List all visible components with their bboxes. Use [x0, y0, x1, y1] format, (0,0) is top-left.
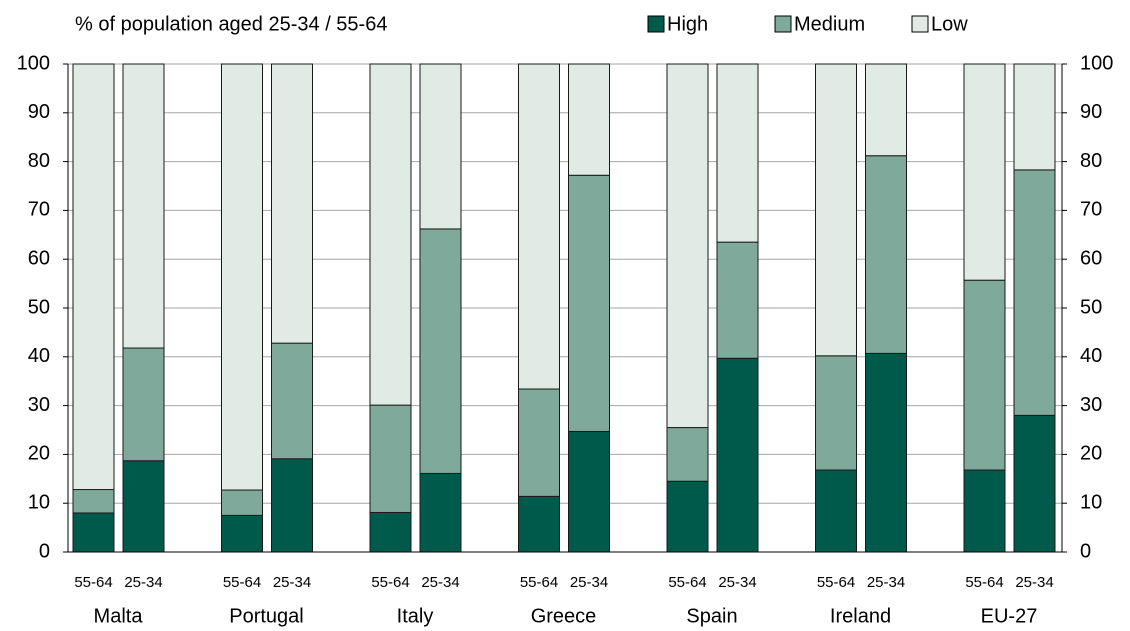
- x-tick-label: 25-34: [718, 574, 756, 591]
- y-tick-label: 90: [28, 101, 50, 123]
- bar-segment: [72, 512, 115, 553]
- y2-tick-label: 40: [1080, 345, 1102, 367]
- group-label: Spain: [686, 605, 737, 627]
- x-tick-label: 55-64: [817, 574, 855, 591]
- bar-segment: [419, 472, 462, 553]
- bar-segment: [122, 460, 165, 553]
- chart-title: % of population aged 25-34 / 55-64: [75, 13, 387, 35]
- bar-segment: [865, 352, 907, 553]
- bar-segment: [1013, 63, 1056, 171]
- bar-segment: [865, 63, 907, 157]
- legend-swatch: [774, 15, 792, 33]
- x-tick-label: 25-34: [1015, 574, 1053, 591]
- bar-segment: [518, 495, 560, 553]
- bar-segment: [271, 63, 313, 344]
- y2-tick-label: 50: [1080, 296, 1102, 318]
- bar-segment: [815, 355, 857, 471]
- legend-swatch: [647, 15, 665, 33]
- y2-tick-label: 30: [1080, 394, 1102, 416]
- legend-label: Medium: [794, 13, 865, 35]
- bar-segment: [963, 469, 1006, 553]
- bar-segment: [221, 514, 263, 553]
- bar-segment: [815, 63, 857, 357]
- y-tick-label: 10: [28, 491, 50, 513]
- x-tick-label: 25-34: [570, 574, 608, 591]
- group-label: Italy: [397, 605, 434, 627]
- y2-tick-label: 100: [1080, 52, 1113, 74]
- y2-tick-label: 90: [1080, 101, 1102, 123]
- y2-tick-label: 60: [1080, 247, 1102, 269]
- bar-segment: [72, 489, 115, 514]
- bar-segment: [716, 241, 759, 359]
- x-tick-label: 55-64: [668, 574, 706, 591]
- x-tick-label: 25-34: [124, 574, 162, 591]
- y-tick-label: 50: [28, 296, 50, 318]
- bar-segment: [221, 63, 263, 491]
- bar-segment: [221, 489, 263, 516]
- bar-segment: [568, 63, 610, 176]
- bar-segment: [1013, 169, 1056, 416]
- y2-tick-label: 70: [1080, 199, 1102, 221]
- x-tick-label: 55-64: [371, 574, 409, 591]
- legend-label: High: [667, 13, 708, 35]
- bar-segment: [815, 469, 857, 553]
- bar-segment: [369, 404, 412, 513]
- bar-segment: [1013, 414, 1056, 553]
- bar-segment: [568, 430, 610, 553]
- bar-segment: [716, 357, 759, 553]
- bar-segment: [716, 63, 759, 243]
- legend-label: Low: [931, 13, 968, 35]
- legend-swatch: [911, 15, 929, 33]
- bar-segment: [72, 63, 115, 491]
- y-tick-label: 20: [28, 443, 50, 465]
- bar-segment: [865, 155, 907, 354]
- bar-segment: [666, 480, 709, 553]
- bar-segment: [568, 174, 610, 432]
- x-tick-label: 55-64: [223, 574, 261, 591]
- y-tick-label: 40: [28, 345, 50, 367]
- bar-segment: [963, 63, 1006, 281]
- group-label: Portugal: [229, 605, 304, 627]
- bar-segment: [963, 279, 1006, 471]
- bar-segment: [666, 427, 709, 482]
- y-tick-label: 30: [28, 394, 50, 416]
- group-label: EU-27: [981, 605, 1038, 627]
- group-label: Ireland: [830, 605, 891, 627]
- group-label: Malta: [94, 605, 144, 627]
- y-tick-label: 60: [28, 247, 50, 269]
- group-label: Greece: [531, 605, 597, 627]
- y-tick-label: 80: [28, 150, 50, 172]
- bar-segment: [518, 388, 560, 497]
- bar-segment: [271, 458, 313, 553]
- bar-segment: [122, 63, 165, 349]
- bar-segment: [369, 63, 412, 406]
- x-tick-label: 55-64: [74, 574, 112, 591]
- bar-segment: [122, 347, 165, 462]
- x-tick-label: 25-34: [867, 574, 905, 591]
- x-tick-label: 25-34: [273, 574, 311, 591]
- y-tick-label: 70: [28, 199, 50, 221]
- y2-tick-label: 0: [1080, 540, 1091, 562]
- bar-segment: [518, 63, 560, 390]
- bar-segment: [419, 63, 462, 230]
- bar-segment: [369, 511, 412, 553]
- bar-segment: [271, 342, 313, 460]
- y2-tick-label: 20: [1080, 443, 1102, 465]
- x-tick-label: 55-64: [520, 574, 558, 591]
- y2-tick-label: 10: [1080, 491, 1102, 513]
- y-tick-label: 0: [39, 540, 50, 562]
- bar-segment: [419, 228, 462, 474]
- y-tick-label: 100: [17, 52, 50, 74]
- x-tick-label: 25-34: [421, 574, 459, 591]
- y2-tick-label: 80: [1080, 150, 1102, 172]
- x-tick-label: 55-64: [965, 574, 1003, 591]
- bar-segment: [666, 63, 709, 429]
